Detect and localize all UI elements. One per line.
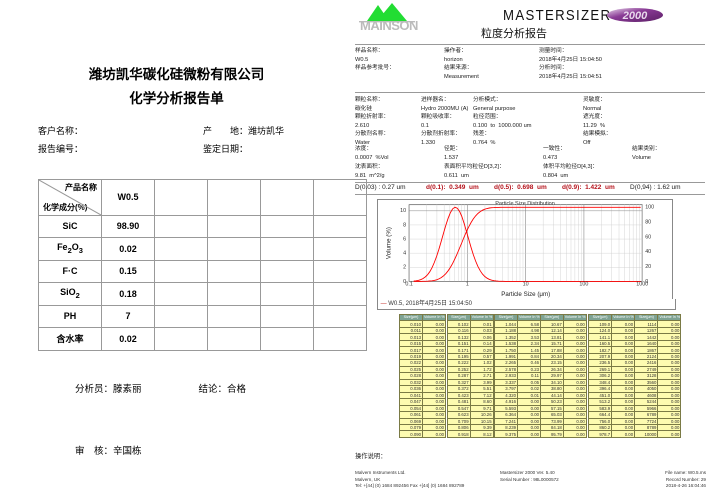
svg-text:100: 100 [645, 204, 654, 210]
svg-text:100: 100 [579, 281, 588, 287]
svg-text:2: 2 [403, 264, 406, 270]
svg-text:1: 1 [465, 281, 468, 287]
svg-text:60: 60 [645, 234, 651, 240]
svg-text:10: 10 [400, 208, 406, 214]
svg-text:0.1: 0.1 [405, 281, 412, 287]
svg-text:6: 6 [403, 236, 406, 242]
svg-text:20: 20 [645, 264, 651, 270]
svg-text:8: 8 [403, 222, 406, 228]
svg-text:0: 0 [645, 278, 648, 284]
svg-text:Volume (%): Volume (%) [385, 227, 392, 259]
svg-text:40: 40 [645, 249, 651, 255]
svg-text:MAINSON: MAINSON [360, 18, 418, 33]
svg-text:80: 80 [645, 219, 651, 225]
svg-text:Particle Size (μm): Particle Size (μm) [501, 290, 550, 297]
svg-text:2000: 2000 [622, 10, 648, 22]
svg-text:4: 4 [403, 250, 406, 256]
svg-text:0: 0 [403, 278, 406, 284]
svg-text:10: 10 [522, 281, 528, 287]
